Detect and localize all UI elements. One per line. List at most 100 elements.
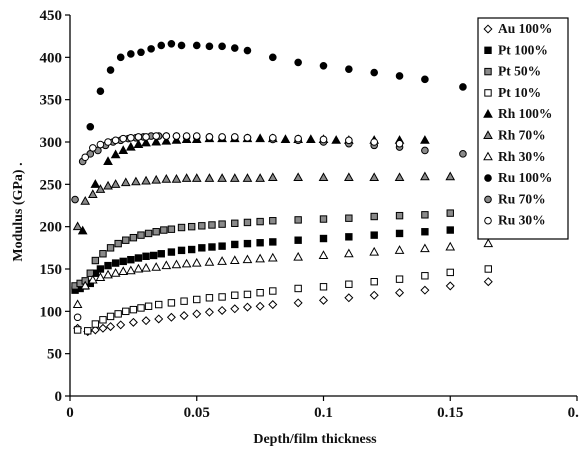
data-point [192,132,201,140]
data-point [269,133,277,142]
data-point [171,259,182,269]
data-point [243,290,252,299]
data-point [242,254,253,264]
data-point [331,135,342,144]
data-point [119,134,128,143]
data-point [167,225,176,233]
data-point [127,50,135,58]
data-point [103,180,113,190]
data-point [204,173,215,182]
data-point [162,132,171,140]
legend-label: Rh 70% [498,128,546,143]
data-point [217,173,227,182]
data-point [294,134,302,143]
data-point [446,209,454,217]
data-point [106,312,115,321]
data-point [99,250,107,258]
data-point [89,144,97,152]
data-point [370,68,379,77]
legend-label: Rh 100% [498,106,552,121]
data-point [118,266,129,276]
data-point [294,216,302,224]
data-point [269,53,277,62]
data-point [395,275,404,283]
data-point [459,83,467,91]
data-point [127,133,135,142]
data-point [198,244,206,252]
data-point [205,133,214,141]
legend-box [477,17,569,240]
data-point [147,45,155,53]
data-point [243,133,252,142]
data-point [446,268,454,277]
data-point [395,211,404,220]
data-point [141,175,151,185]
data-point [267,172,278,182]
data-point [144,229,153,238]
data-point [269,217,277,225]
data-point [318,172,329,182]
data-point [181,173,192,182]
legend-marker [484,216,492,225]
data-point [96,140,105,149]
series-6 [72,238,494,309]
data-point [111,259,120,267]
data-point [344,293,354,303]
data-point [86,122,95,131]
data-point [204,256,215,266]
data-point [318,295,329,305]
data-point [179,311,189,321]
y-tick-label: 100 [40,304,63,320]
data-point [142,133,150,141]
legend-label: Ru 100% [498,170,552,185]
data-point [177,41,186,50]
data-point [243,46,252,55]
legend-label: Pt 50% [498,64,541,79]
data-point [459,150,467,158]
data-point [269,287,277,295]
data-point [445,171,456,181]
data-point [193,295,201,304]
data-point [177,223,186,232]
data-point [187,245,196,254]
data-point [72,299,83,309]
data-point [106,322,116,332]
data-point [151,174,162,184]
data-point [141,262,151,272]
data-point [144,302,153,310]
data-point [122,236,130,244]
data-point [345,214,353,222]
data-point [319,135,328,144]
data-point [344,172,354,182]
data-point [420,135,430,144]
x-axis-label: Depth/film thickness [253,432,377,447]
data-point [71,195,79,204]
data-point [394,245,405,254]
data-point [86,269,94,277]
data-point [181,258,192,268]
series-3 [73,265,492,335]
data-point [160,226,168,234]
data-point [231,219,239,227]
y-tick-label: 400 [40,50,63,66]
y-tick-label: 350 [40,93,63,109]
data-point [154,314,164,324]
data-point [294,58,302,67]
data-point [370,138,379,146]
data-point [129,305,138,314]
legend-label: Ru 70% [498,191,546,206]
data-point [269,238,277,246]
data-point [171,174,182,183]
data-point [125,141,136,151]
data-point [255,173,265,182]
data-point [205,42,214,51]
data-point [161,174,172,183]
legend-label: Rh 30% [498,149,546,164]
data-point [370,212,378,221]
data-point [420,243,430,253]
data-point [229,173,240,182]
data-point [137,304,145,312]
data-point [421,272,429,280]
data-point [161,260,172,270]
data-point [96,265,105,273]
